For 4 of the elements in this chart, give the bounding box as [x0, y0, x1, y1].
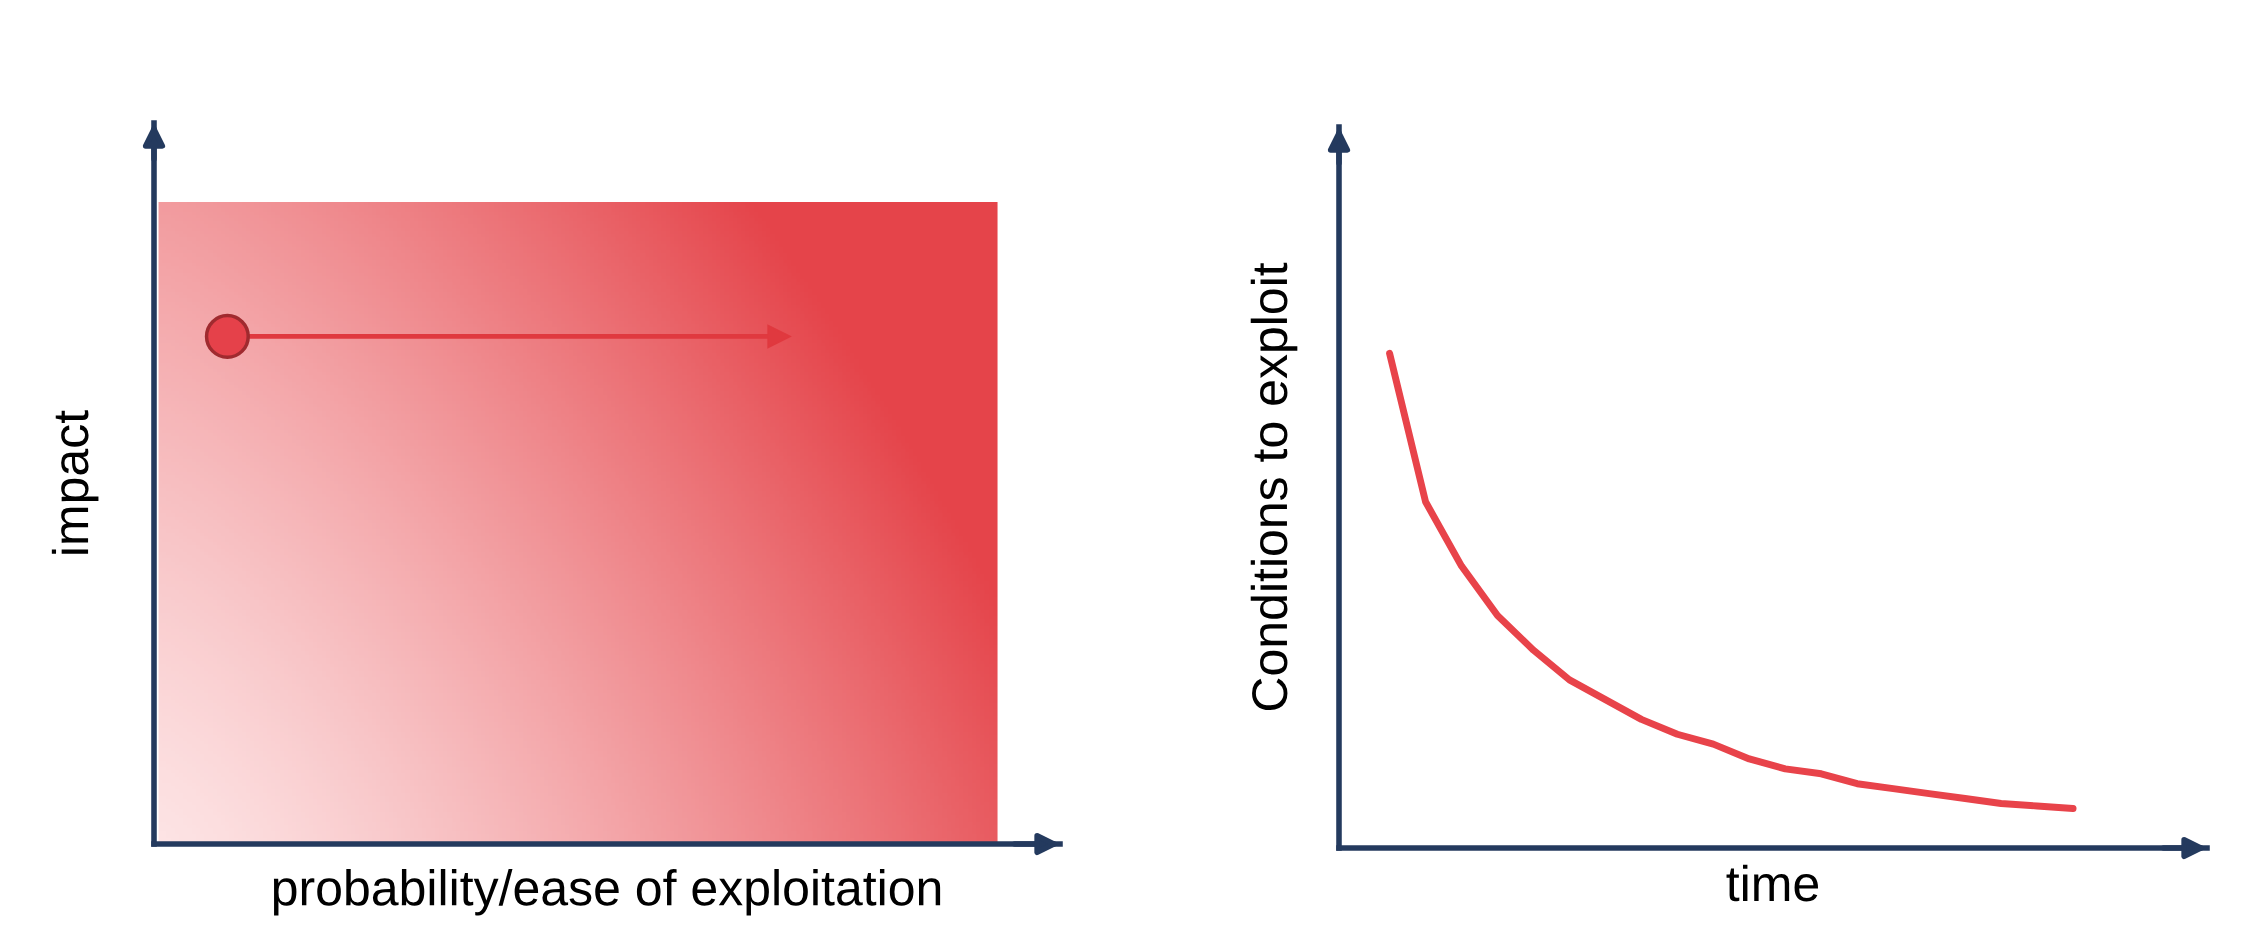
text: impact [51, 410, 99, 554]
x-axis-title: time [1726, 864, 1819, 902]
text: probability/ease of exploitation [273, 869, 941, 916]
y-axis-title: Conditions to exploit [1250, 262, 1298, 711]
